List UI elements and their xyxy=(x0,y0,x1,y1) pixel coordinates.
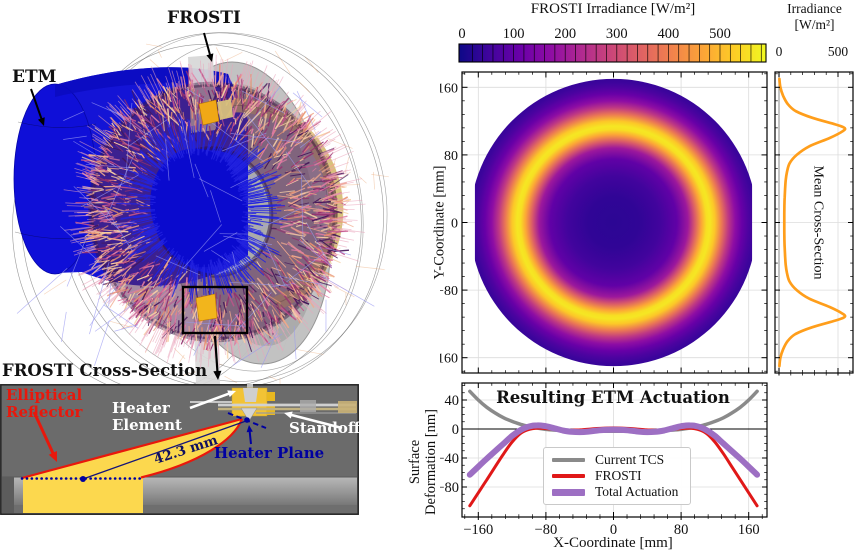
mean-cross-section-plot: 0 500 xyxy=(774,44,854,376)
actuation-y-axis-label-line1: Surface xyxy=(407,439,423,485)
actuation-y-axis-label-line2: Deformation [nm] xyxy=(423,409,439,515)
legend-row: Total Actuation xyxy=(552,484,678,500)
svg-text:500: 500 xyxy=(709,26,731,42)
legend-label: Current TCS xyxy=(595,452,665,467)
legend-swatch xyxy=(552,457,585,463)
svg-text:500: 500 xyxy=(828,44,849,59)
mean-cross-section-label: Mean Cross-Section xyxy=(810,165,826,280)
svg-text:400: 400 xyxy=(658,26,680,42)
legend-row: FROSTI xyxy=(552,468,678,484)
svg-text:300: 300 xyxy=(606,26,628,42)
svg-text:160: 160 xyxy=(440,81,458,96)
svg-text:−40: −40 xyxy=(440,451,459,467)
mean-panel-title: Irradiance xyxy=(787,1,842,16)
etm-callout-label: ETM xyxy=(12,67,57,87)
actuation-y-axis-label: Surface Deformation [nm] xyxy=(407,382,441,542)
actuation-x-axis-label: X-Coordinate [mm] xyxy=(553,535,673,551)
legend-row: Current TCS xyxy=(552,452,678,468)
legend-label: Total Actuation xyxy=(595,484,679,499)
heatmap-y-axis-label: Y-Coordinate [mm] xyxy=(431,165,448,280)
cross-section-title: FROSTI Cross-Section xyxy=(2,361,208,380)
irradiance-colorbar: 0 100 200 300 400 500 xyxy=(458,26,767,63)
svg-text:40: 40 xyxy=(445,393,460,409)
svg-text:80: 80 xyxy=(444,149,458,164)
svg-text:0: 0 xyxy=(452,422,459,438)
svg-text:−160: −160 xyxy=(440,352,458,367)
svg-text:0: 0 xyxy=(451,217,458,232)
legend-label: FROSTI xyxy=(595,468,642,483)
legend-swatch xyxy=(552,488,585,496)
etm-frosti-3d-render xyxy=(12,32,389,384)
heater-plane-label: Heater Plane xyxy=(214,444,325,462)
frosti-callout-label: FROSTI xyxy=(167,8,241,28)
svg-text:80: 80 xyxy=(674,522,689,538)
mean-panel-title-units: [W/m²] xyxy=(794,17,835,32)
actuation-plot-title: Resulting ETM Actuation xyxy=(496,388,730,407)
heater-element-label: Heater Element xyxy=(112,399,182,434)
legend-swatch xyxy=(552,474,585,478)
svg-text:0: 0 xyxy=(776,44,783,59)
svg-text:−160: −160 xyxy=(463,522,493,538)
svg-text:100: 100 xyxy=(503,26,525,42)
elliptical-reflector-label: Elliptical Reflector xyxy=(6,386,83,421)
actuation-legend: Current TCS FROSTI Total Actuation xyxy=(543,447,692,505)
series-total-actuation xyxy=(466,422,761,478)
irradiance-heatmap: 160 80 0 −80 −160 xyxy=(440,71,768,374)
standoff-label: Standoff xyxy=(289,419,361,437)
svg-text:0: 0 xyxy=(610,522,617,538)
svg-text:160: 160 xyxy=(738,522,760,538)
svg-text:200: 200 xyxy=(554,26,576,42)
svg-text:−80: −80 xyxy=(535,522,558,538)
colorbar-title: FROSTI Irradiance [W/m²] xyxy=(530,1,696,17)
svg-text:0: 0 xyxy=(458,26,465,42)
svg-text:−80: −80 xyxy=(440,480,459,496)
frosti-cross-section-image xyxy=(0,384,359,515)
svg-text:−80: −80 xyxy=(440,284,458,299)
etm-actuation-plot: −160 −80 0 80 160 40 0 −40 −80 xyxy=(440,382,768,538)
